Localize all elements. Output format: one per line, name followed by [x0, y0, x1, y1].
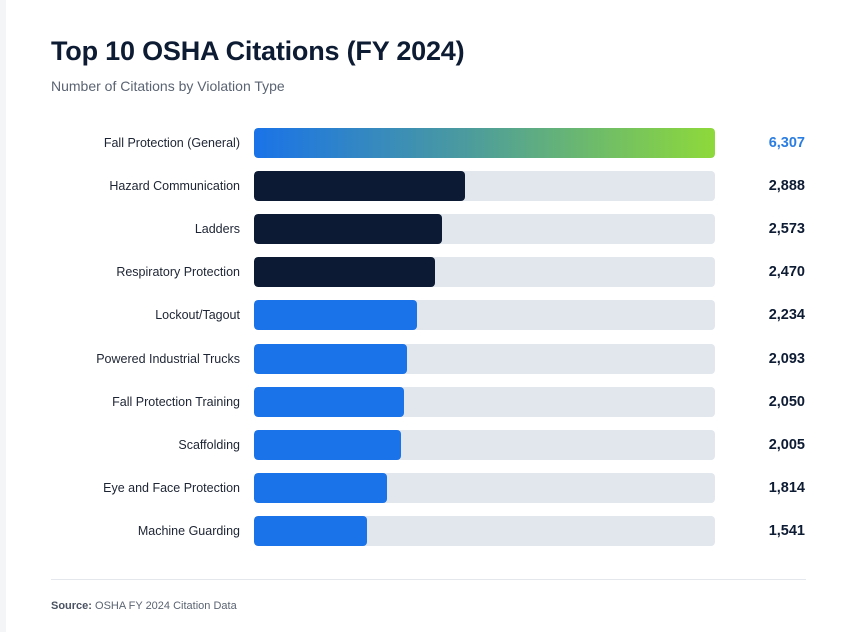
bar-row: Lockout/Tagout 2,234: [6, 300, 846, 331]
bar-row: Hazard Communication 2,888: [6, 171, 846, 202]
category-label: Fall Protection (General): [103, 136, 240, 150]
chart-title: Top 10 OSHA Citations (FY 2024): [51, 36, 465, 66]
bar-row: Machine Guarding 1,541: [6, 515, 846, 546]
bar: [254, 171, 465, 202]
category-label: Powered Industrial Trucks: [96, 351, 240, 366]
category-label: Fall Protection Training: [112, 394, 240, 409]
value-label: 2,234: [768, 307, 805, 324]
bar-track: [254, 343, 715, 374]
bar: [254, 343, 407, 374]
bar: [254, 128, 715, 158]
category-label: Ladders: [194, 222, 240, 237]
bar-track: [254, 128, 715, 158]
value-label: 6,307: [768, 135, 805, 151]
bar-track: [254, 300, 715, 331]
bar: [254, 214, 442, 245]
bar-track: [254, 515, 715, 546]
bar-track: [254, 472, 715, 503]
source-label: Source:: [51, 600, 92, 612]
value-label: 2,888: [768, 178, 805, 195]
category-label: Scaffolding: [178, 437, 240, 452]
bar-row: Fall Protection Training 2,050: [6, 386, 846, 417]
bar: [254, 257, 435, 288]
value-label: 2,573: [768, 221, 805, 238]
bar: [254, 515, 367, 546]
value-label: 1,814: [768, 479, 805, 496]
bar: [254, 300, 417, 331]
bar-track: [254, 257, 715, 288]
source-note: Source: OSHA FY 2024 Citation Data: [51, 600, 237, 612]
bar-row: Eye and Face Protection 1,814: [6, 472, 846, 503]
bar: [254, 386, 404, 417]
bar-row: Ladders 2,573: [6, 214, 846, 245]
bar-row: Scaffolding 2,005: [6, 429, 846, 460]
bar-row: Respiratory Protection 2,470: [6, 257, 846, 288]
source-text: OSHA FY 2024 Citation Data: [95, 600, 237, 612]
bar: [254, 429, 401, 460]
bar: [254, 472, 387, 503]
bar-track: [254, 429, 715, 460]
chart-subtitle: Number of Citations by Violation Type: [51, 78, 285, 94]
footer-divider: [51, 579, 806, 580]
value-label: 1,541: [768, 522, 805, 539]
bar-row: Fall Protection (General) 6,307: [6, 128, 846, 158]
bar-track: [254, 214, 715, 245]
category-label: Hazard Communication: [109, 179, 240, 194]
category-label: Machine Guarding: [137, 523, 240, 538]
category-label: Eye and Face Protection: [103, 480, 240, 495]
value-label: 2,050: [768, 393, 805, 410]
value-label: 2,093: [768, 350, 805, 367]
value-label: 2,470: [768, 264, 805, 281]
value-label: 2,005: [768, 436, 805, 453]
category-label: Lockout/Tagout: [155, 308, 240, 323]
category-label: Respiratory Protection: [116, 265, 240, 280]
bar-track: [254, 386, 715, 417]
bar-track: [254, 171, 715, 202]
chart-card: Top 10 OSHA Citations (FY 2024) Number o…: [6, 0, 846, 632]
bar-row: Powered Industrial Trucks 2,093: [6, 343, 846, 374]
